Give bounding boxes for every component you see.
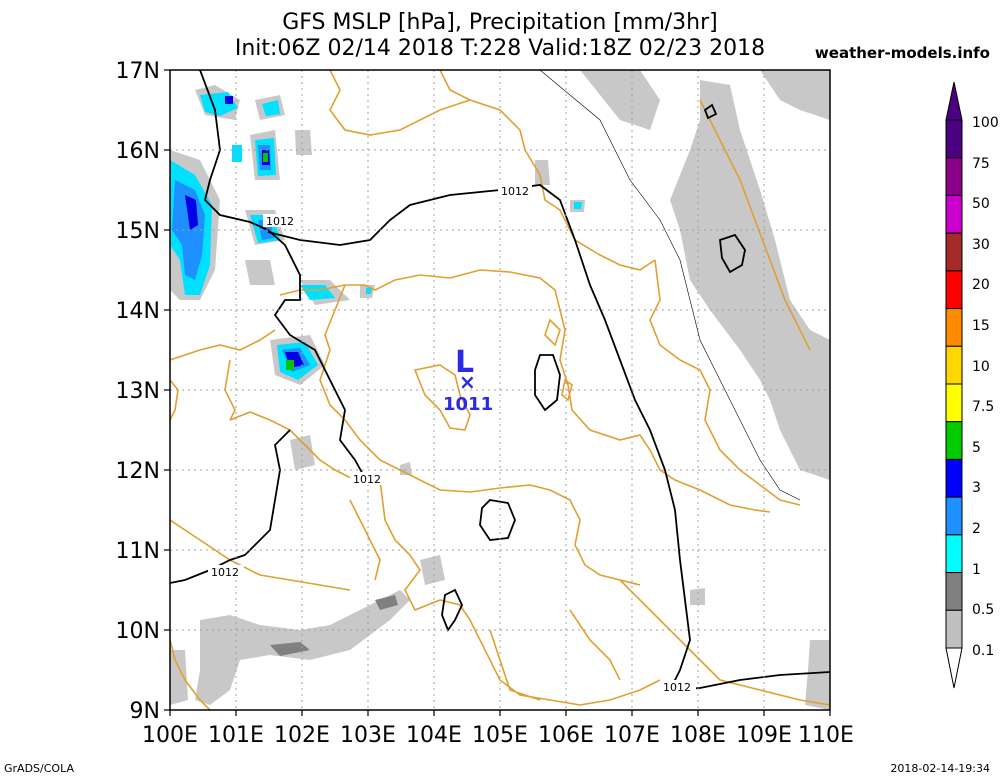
map-title-line2: Init:06Z 02/14 2018 T:228 Valid:18Z 02/2… — [234, 36, 766, 61]
colorbar-label: 30 — [972, 237, 990, 253]
precip-5mm-shading — [263, 153, 294, 370]
lon-label: 104E — [406, 723, 462, 748]
lat-label: 13N — [116, 379, 160, 404]
isobar-label: 1012 — [501, 185, 529, 198]
colorbar-cell — [945, 421, 963, 460]
colorbar-label: 1 — [972, 562, 981, 578]
colorbar-label: 15 — [972, 318, 990, 334]
lon-label: 107E — [604, 723, 660, 748]
lon-label: 108E — [670, 723, 726, 748]
lon-label: 110E — [798, 723, 854, 748]
colorbar-label: 75 — [972, 156, 990, 172]
colorbar-label: 100 — [972, 115, 999, 131]
low-center-marker: × — [459, 370, 476, 394]
colorbar-label: 7.5 — [972, 399, 994, 415]
colorbar-cell — [945, 572, 963, 611]
lon-label: 106E — [538, 723, 594, 748]
lat-label: 10N — [116, 619, 160, 644]
lat-label: 11N — [116, 539, 160, 564]
lat-label: 15N — [116, 219, 160, 244]
colorbar-cell — [945, 194, 963, 234]
map-title-line1: GFS MSLP [hPa], Precipitation [mm/3hr] — [282, 10, 718, 35]
site-label: weather-models.info — [814, 44, 990, 62]
low-center-value: 1011 — [443, 394, 493, 415]
country-borders — [170, 70, 830, 710]
colorbar-cell — [945, 383, 963, 423]
colorbar-label: 3 — [972, 480, 981, 496]
colorbar: 100 75 50 30 20 15 10 7.5 5 3 2 1 0.5 0.… — [945, 81, 999, 689]
colorbar-bottom-arrow — [945, 647, 963, 689]
colorbar-top-arrow — [945, 81, 963, 121]
colorbar-label: 50 — [972, 196, 990, 212]
lat-label: 17N — [116, 59, 160, 84]
colorbar-label: 10 — [972, 359, 990, 375]
lon-label: 103E — [340, 723, 396, 748]
isobar-label: 1012 — [353, 473, 381, 486]
lat-label: 12N — [116, 459, 160, 484]
colorbar-label: 0.1 — [972, 643, 994, 659]
lon-label: 101E — [208, 723, 264, 748]
lon-label: 109E — [736, 723, 792, 748]
colorbar-cell — [945, 345, 963, 385]
colorbar-cell — [945, 534, 963, 574]
coastline — [539, 70, 801, 501]
colorbar-cell — [945, 496, 963, 536]
colorbar-label: 20 — [972, 277, 990, 293]
colorbar-label: 2 — [972, 521, 981, 537]
isobar-label: 1012 — [266, 215, 294, 228]
grads-credit: GrADS/COLA — [4, 762, 74, 775]
lon-label: 102E — [274, 723, 330, 748]
colorbar-cell — [945, 458, 963, 498]
colorbar-cell — [945, 157, 963, 196]
colorbar-cell — [945, 119, 963, 159]
colorbar-cell — [945, 270, 963, 310]
lat-label: 16N — [116, 139, 160, 164]
colorbar-cell — [945, 308, 963, 347]
lon-label: 100E — [142, 723, 198, 748]
isobars — [170, 70, 830, 691]
colorbar-cell — [945, 232, 963, 272]
precip-0.5-shading — [270, 595, 398, 656]
isobar-label: 1012 — [663, 681, 691, 694]
timestamp: 2018-02-14-19:34 — [890, 762, 990, 775]
axis-ticks — [164, 69, 831, 716]
lat-label: 14N — [116, 299, 160, 324]
colorbar-label: 5 — [972, 440, 981, 456]
grid-lines — [170, 70, 830, 710]
colorbar-cell — [945, 609, 963, 649]
isobar-label: 1012 — [211, 566, 239, 579]
colorbar-label: 0.5 — [972, 602, 994, 618]
low-center-letter: L — [455, 345, 474, 380]
lon-label: 105E — [472, 723, 528, 748]
lat-label: 9N — [130, 699, 160, 724]
